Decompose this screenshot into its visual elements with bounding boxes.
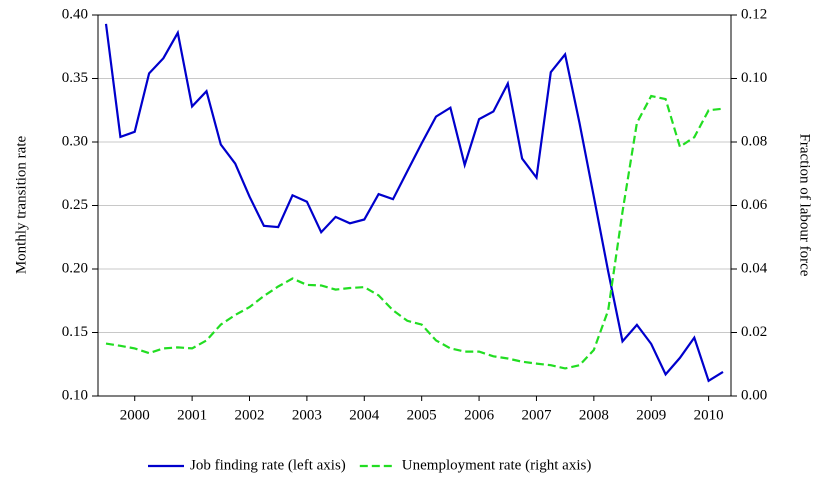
y-axis-label: Monthly transition rate xyxy=(13,136,29,275)
x-tick-label: 2008 xyxy=(579,407,609,423)
x-tick-label: 2003 xyxy=(292,407,322,423)
x-tick-label: 2004 xyxy=(349,407,380,423)
x-tick-label: 2000 xyxy=(120,407,150,423)
x-tick-label: 2009 xyxy=(636,407,666,423)
x-tick-label: 2007 xyxy=(521,407,552,423)
y2-axis-label: Fraction of labour force xyxy=(797,134,813,277)
data-line xyxy=(105,94,724,370)
plot-frame xyxy=(97,14,732,397)
y2-tick-label: 0.00 xyxy=(741,387,767,403)
x-tick-label: 2002 xyxy=(235,407,265,423)
y2-tick-label: 0.08 xyxy=(741,133,767,149)
legend-label: Unemployment rate (right axis) xyxy=(402,457,592,473)
y2-tick-label: 0.06 xyxy=(741,197,768,213)
data-line xyxy=(104,23,724,383)
y2-tick-label: 0.02 xyxy=(741,324,767,340)
y-tick-label: 0.15 xyxy=(62,324,88,340)
y-tick-label: 0.35 xyxy=(62,70,88,86)
x-tick-label: 2001 xyxy=(177,407,207,423)
legend-label: Job finding rate (left axis) xyxy=(190,457,346,473)
y-tick-label: 0.40 xyxy=(62,6,88,22)
y-tick-label: 0.30 xyxy=(62,133,88,149)
y2-tick-label: 0.12 xyxy=(741,6,767,22)
x-tick-label: 2005 xyxy=(407,407,437,423)
y2-tick-label: 0.10 xyxy=(741,70,767,86)
x-tick-label: 2010 xyxy=(694,407,724,423)
y-tick-label: 0.10 xyxy=(62,387,88,403)
y2-tick-label: 0.04 xyxy=(741,260,768,276)
x-tick-label: 2006 xyxy=(464,407,495,423)
y-tick-label: 0.20 xyxy=(62,260,88,276)
y-tick-label: 0.25 xyxy=(62,197,88,213)
